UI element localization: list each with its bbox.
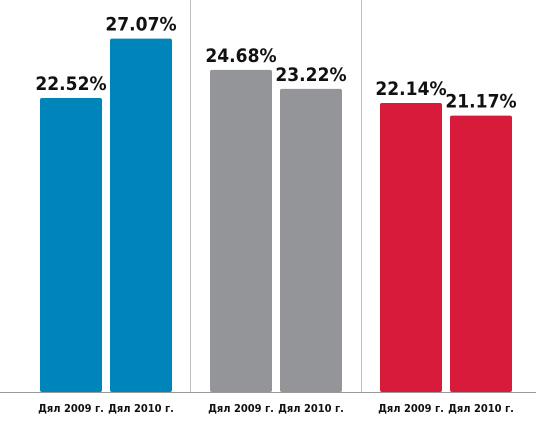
value-label: 22.14% <box>375 78 446 100</box>
bar <box>210 69 272 392</box>
x-tick-label: Дял 2010 г. <box>278 402 344 415</box>
bar <box>110 38 172 393</box>
bar <box>40 98 102 392</box>
bar <box>380 103 442 392</box>
value-label: 24.68% <box>205 45 276 67</box>
value-label: 22.52% <box>35 73 106 95</box>
value-label: 23.22% <box>275 64 346 86</box>
value-label: 21.17% <box>445 91 516 113</box>
x-tick-label: Дял 2009 г. <box>38 402 104 415</box>
value-label: 27.07% <box>105 14 176 36</box>
x-tick-label: Дял 2009 г. <box>378 402 444 415</box>
x-tick-label: Дял 2010 г. <box>448 402 514 415</box>
x-tick-label: Дял 2009 г. <box>208 402 274 415</box>
x-tick-label: Дял 2010 г. <box>108 402 174 415</box>
bar <box>280 88 342 392</box>
bar <box>450 115 512 393</box>
